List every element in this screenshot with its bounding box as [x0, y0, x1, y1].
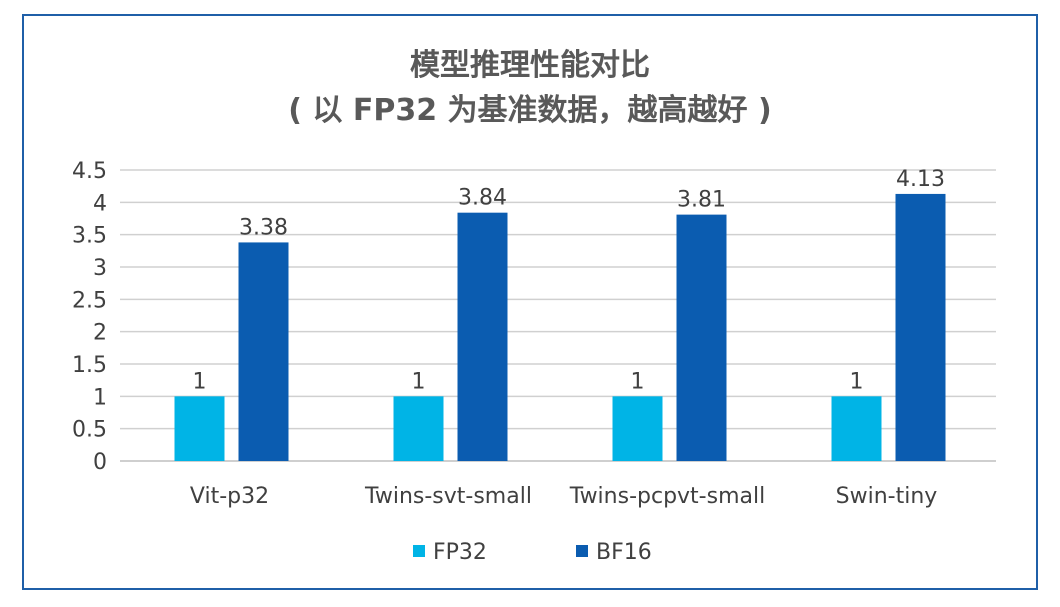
legend: FP32 BF16 [413, 540, 652, 565]
x-axis-categories: Vit-p32 Twins-svt-small Twins-pcpvt-small S… [190, 484, 937, 509]
data-label: 3.81 [677, 188, 726, 213]
x-category-label: Twins-pcpvt-small [569, 484, 765, 509]
bar-bf16 [895, 193, 946, 461]
bars [174, 193, 946, 461]
y-tick-label: 2.5 [72, 288, 107, 313]
y-tick-label: 4 [93, 191, 107, 216]
y-tick-label: 0 [93, 450, 107, 475]
y-tick-label: 4.5 [72, 159, 107, 184]
x-category-label: Twins-svt-small [364, 484, 532, 509]
bar-fp32 [393, 396, 444, 461]
data-label: 3.38 [239, 215, 288, 240]
legend-swatch-bf16 [576, 545, 588, 557]
legend-swatch-fp32 [413, 545, 425, 557]
bar-fp32 [174, 396, 225, 461]
x-category-label: Swin-tiny [836, 484, 938, 509]
data-label: 1 [631, 369, 645, 394]
data-label: 4.13 [896, 167, 945, 192]
bar-fp32 [831, 396, 882, 461]
bar-fp32 [612, 396, 663, 461]
data-label: 1 [412, 369, 426, 394]
legend-label-bf16: BF16 [596, 540, 652, 565]
y-tick-label: 3.5 [72, 224, 107, 249]
x-category-label: Vit-p32 [190, 484, 269, 509]
y-tick-label: 3 [93, 256, 107, 281]
chart-subtitle: ( 以 FP32 为基准数据，越高越好 ) [288, 93, 771, 128]
y-tick-label: 1.5 [72, 353, 107, 378]
y-tick-label: 0.5 [72, 418, 107, 443]
bar-bf16 [457, 212, 508, 461]
data-labels: 1 3.38 1 3.84 1 3.81 1 4.13 [193, 167, 945, 394]
data-label: 1 [193, 369, 207, 394]
y-tick-label: 1 [93, 385, 107, 410]
data-label: 3.84 [458, 186, 507, 211]
y-axis-ticks: 0 0.5 1 1.5 2 2.5 3 3.5 4 4.5 [72, 159, 107, 475]
y-tick-label: 2 [93, 321, 107, 346]
data-label: 1 [850, 369, 864, 394]
chart-title: 模型推理性能对比 [410, 48, 650, 83]
bar-bf16 [676, 214, 727, 461]
legend-label-fp32: FP32 [433, 540, 487, 565]
chart-frame [22, 14, 1038, 590]
bar-bf16 [238, 242, 289, 461]
